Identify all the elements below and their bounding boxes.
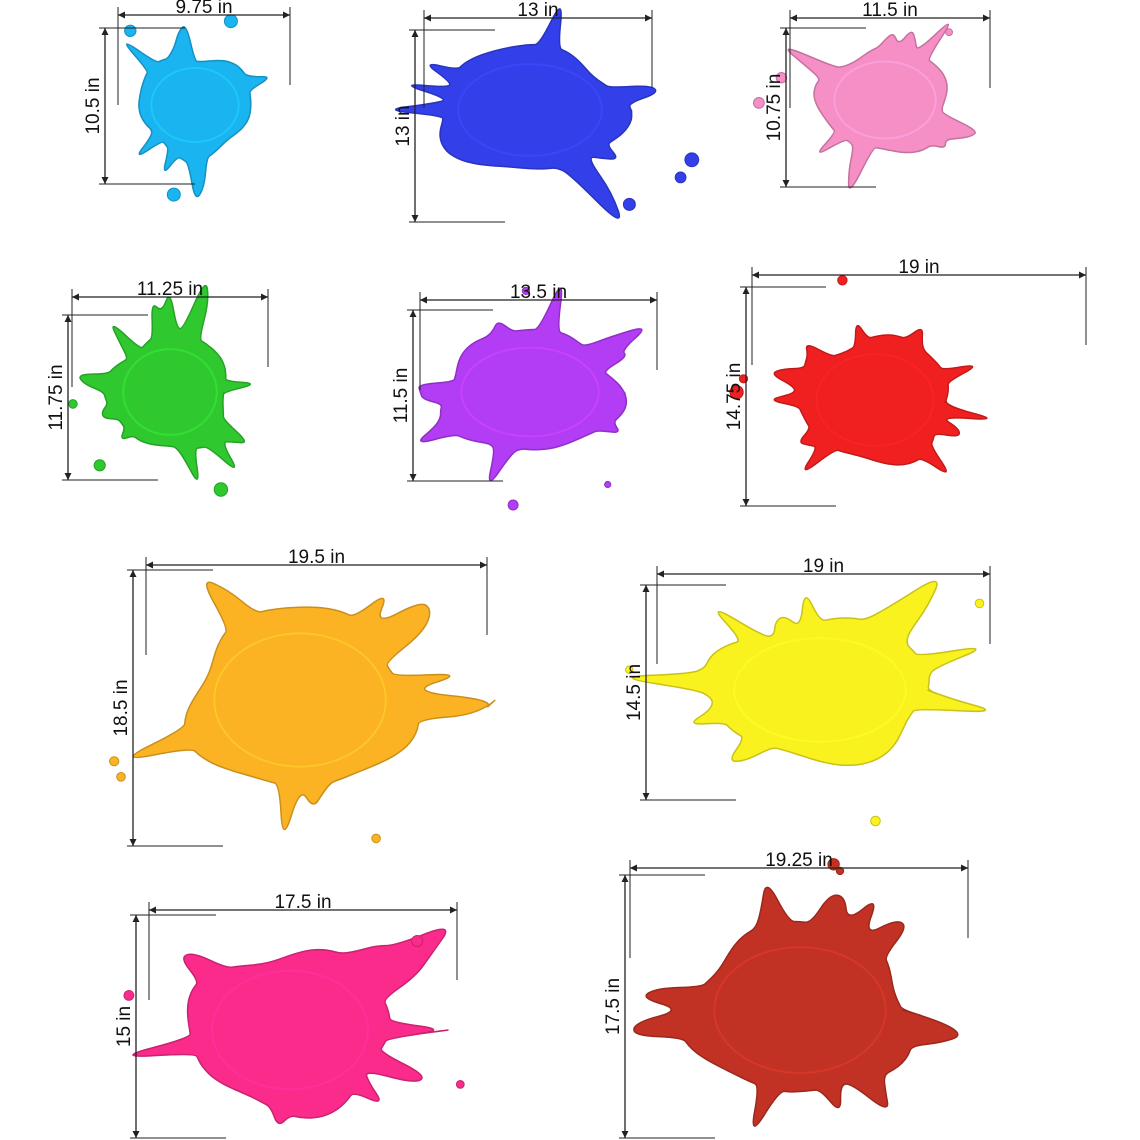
splat-droplet	[213, 482, 229, 497]
splat-highlight	[457, 63, 603, 157]
splat-droplet	[166, 187, 181, 202]
splat-droplet	[116, 772, 126, 782]
height-label: 10.75 in	[764, 74, 785, 142]
splat-droplet	[455, 1080, 465, 1089]
height-label: 11.75 in	[46, 364, 67, 430]
height-label: 17.5 in	[603, 978, 624, 1035]
paint-splat-icon	[773, 324, 988, 473]
splat-highlight	[815, 353, 935, 447]
paint-splat-icon	[132, 928, 449, 1125]
paint-splat-icon	[132, 581, 496, 831]
width-label: 9.75 in	[175, 0, 232, 18]
splat-droplet	[68, 399, 78, 409]
splat-droplet	[604, 480, 612, 489]
splat-highlight	[833, 60, 937, 140]
splat-item: 11.25 in 11.75 in	[46, 279, 269, 497]
paint-splat-icon	[633, 886, 959, 1127]
splat-droplet	[945, 28, 953, 37]
splat-item: 11.5 in 10.75 in	[753, 0, 991, 189]
height-label: 13 in	[393, 105, 414, 146]
splat-droplet	[753, 97, 765, 109]
splat-item: 19 in 14.75 in	[724, 257, 1087, 507]
splat-item: 19 in 14.5 in	[624, 556, 991, 827]
splat-droplet	[974, 598, 985, 609]
splat-droplet	[684, 152, 700, 168]
splat-droplet	[521, 286, 531, 295]
splat-droplet	[729, 385, 744, 400]
height-label: 14.5 in	[624, 664, 645, 721]
splat-droplet	[835, 866, 845, 876]
width-label: 11.5 in	[862, 0, 918, 21]
height-label: 15 in	[114, 1006, 135, 1047]
splat-droplet	[837, 275, 848, 286]
paint-splat-icon	[787, 23, 976, 189]
width-label: 19 in	[898, 257, 939, 278]
width-label: 19.5 in	[288, 547, 345, 568]
splat-droplet	[411, 935, 424, 947]
splat-item: 19.5 in 18.5 in	[109, 547, 496, 847]
splat-highlight	[460, 346, 600, 438]
width-label: 13 in	[517, 0, 558, 21]
width-label: 19 in	[803, 556, 844, 577]
height-label: 14.75 in	[724, 363, 745, 431]
splat-item: 9.75 in 10.5 in	[83, 0, 291, 202]
splat-item: 19.25 in 17.5 in	[603, 850, 969, 1139]
splat-droplet	[123, 990, 135, 1001]
splat-highlight	[733, 637, 907, 743]
width-label: 17.5 in	[274, 892, 331, 913]
paint-splat-icon	[632, 580, 987, 767]
splat-highlight	[213, 632, 387, 768]
splat-droplet	[507, 499, 519, 511]
paint-splat-icon	[395, 8, 657, 219]
splat-item: 13.5 in 11.5 in	[391, 282, 658, 511]
paint-splat-icon	[126, 26, 268, 198]
splat-highlight	[211, 969, 369, 1091]
splat-item: 13 in 13 in	[393, 0, 700, 223]
height-label: 11.5 in	[391, 368, 412, 424]
splat-droplet	[674, 171, 687, 184]
splat-highlight	[122, 348, 218, 436]
splat-droplet	[93, 459, 106, 472]
splat-item: 17.5 in 15 in	[114, 892, 465, 1139]
splat-highlight	[713, 946, 887, 1074]
height-label: 18.5 in	[111, 679, 132, 736]
splat-droplet	[625, 665, 634, 674]
splat-droplet	[870, 815, 881, 827]
splat-highlight	[150, 67, 240, 143]
splat-droplet	[827, 858, 840, 871]
splat-droplet	[622, 197, 636, 211]
splat-droplet	[109, 756, 120, 767]
width-label: 13.5 in	[510, 282, 567, 303]
splat-droplet	[124, 24, 137, 37]
width-label: 19.25 in	[765, 850, 833, 871]
height-label: 10.5 in	[83, 77, 104, 134]
splat-droplet	[371, 833, 381, 844]
paint-splat-icon	[418, 287, 643, 482]
width-label: 11.25 in	[137, 279, 203, 300]
paint-splat-icon	[79, 285, 252, 480]
